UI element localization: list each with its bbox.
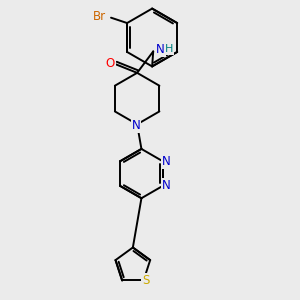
Text: Br: Br (93, 10, 106, 23)
Text: N: N (162, 179, 170, 192)
Text: N: N (156, 43, 165, 56)
Text: N: N (162, 155, 170, 168)
Text: S: S (142, 274, 149, 287)
Text: O: O (106, 57, 115, 70)
Text: N: N (132, 119, 140, 132)
Text: H: H (165, 44, 173, 54)
